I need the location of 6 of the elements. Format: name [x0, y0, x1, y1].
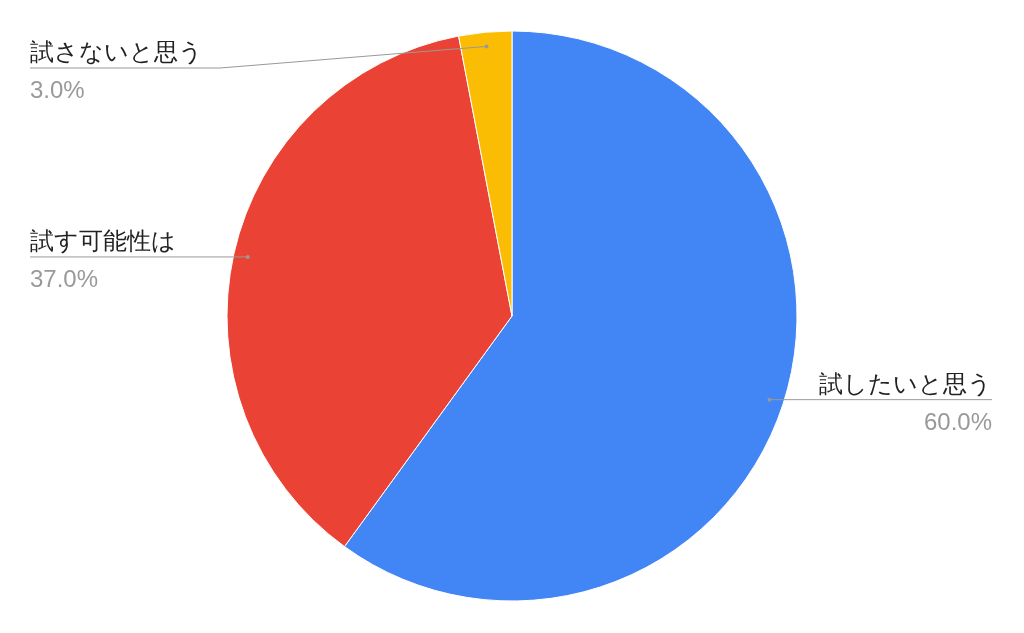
slice-label: 試さないと思う — [30, 38, 203, 65]
data-label: 37.0% — [30, 264, 99, 292]
data-label: 60.0% — [923, 407, 992, 435]
slice-label: 試したいと思う — [819, 369, 992, 397]
slice-label: 試す可能性は — [30, 226, 176, 254]
data-label: 3.0% — [30, 76, 85, 103]
